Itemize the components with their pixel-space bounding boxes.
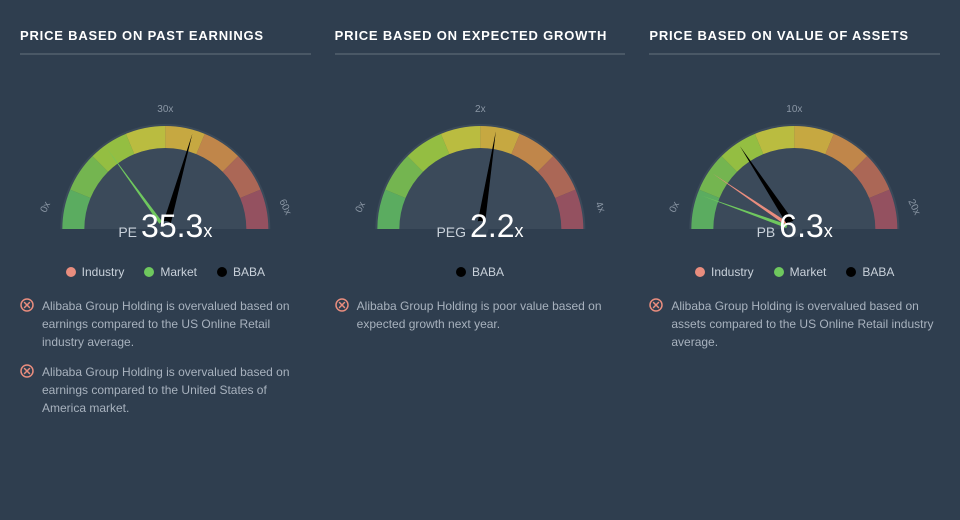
dashboard: PRICE BASED ON PAST EARNINGS 0x30x60x PE… (0, 0, 960, 445)
legend-dot-icon (846, 267, 856, 277)
svg-text:30x: 30x (157, 104, 173, 115)
legend-label: BABA (472, 265, 504, 279)
legend-item: BABA (456, 265, 504, 279)
legend-item: Market (774, 265, 827, 279)
panel-title: PRICE BASED ON PAST EARNINGS (20, 28, 311, 55)
notes-list: Alibaba Group Holding is overvalued base… (649, 297, 940, 351)
gauge-readout: PE35.3x (20, 208, 311, 245)
gauge: 0x30x60x PE35.3x (20, 79, 311, 259)
legend: Industry Market BABA (20, 265, 311, 279)
legend-item: BABA (217, 265, 265, 279)
valuation-panel: PRICE BASED ON VALUE OF ASSETS 0x10x20x … (649, 28, 940, 417)
metric-label: PEG (436, 224, 466, 240)
valuation-note: Alibaba Group Holding is overvalued base… (20, 363, 311, 417)
legend-label: BABA (233, 265, 265, 279)
note-text: Alibaba Group Holding is overvalued base… (42, 363, 311, 417)
metric-value: 35.3 (141, 208, 203, 244)
metric-label: PE (118, 224, 137, 240)
legend-item: BABA (846, 265, 894, 279)
note-text: Alibaba Group Holding is overvalued base… (671, 297, 940, 351)
metric-suffix: x (515, 221, 524, 241)
legend-dot-icon (456, 267, 466, 277)
legend-item: Market (144, 265, 197, 279)
legend-dot-icon (695, 267, 705, 277)
metric-suffix: x (203, 221, 212, 241)
svg-text:10x: 10x (787, 104, 803, 115)
legend-item: Industry (66, 265, 125, 279)
valuation-note: Alibaba Group Holding is poor value base… (335, 297, 626, 333)
legend: Industry Market BABA (649, 265, 940, 279)
notes-list: Alibaba Group Holding is poor value base… (335, 297, 626, 333)
negative-icon (335, 298, 349, 312)
valuation-panel: PRICE BASED ON EXPECTED GROWTH 0x2x4x PE… (335, 28, 626, 417)
valuation-note: Alibaba Group Holding is overvalued base… (649, 297, 940, 351)
negative-icon (20, 364, 34, 378)
legend: BABA (335, 265, 626, 279)
panel-title: PRICE BASED ON VALUE OF ASSETS (649, 28, 940, 55)
note-text: Alibaba Group Holding is poor value base… (357, 297, 626, 333)
legend-dot-icon (217, 267, 227, 277)
legend-label: Market (160, 265, 197, 279)
negative-icon (20, 298, 34, 312)
negative-icon (649, 298, 663, 312)
legend-dot-icon (66, 267, 76, 277)
legend-label: Industry (711, 265, 754, 279)
metric-suffix: x (824, 221, 833, 241)
legend-item: Industry (695, 265, 754, 279)
metric-value: 6.3 (779, 208, 823, 244)
gauge: 0x2x4x PEG2.2x (335, 79, 626, 259)
svg-text:2x: 2x (475, 104, 486, 115)
legend-label: BABA (862, 265, 894, 279)
gauge-readout: PEG2.2x (335, 208, 626, 245)
gauge-readout: PB6.3x (649, 208, 940, 245)
legend-label: Market (790, 265, 827, 279)
note-text: Alibaba Group Holding is overvalued base… (42, 297, 311, 351)
panel-title: PRICE BASED ON EXPECTED GROWTH (335, 28, 626, 55)
valuation-panel: PRICE BASED ON PAST EARNINGS 0x30x60x PE… (20, 28, 311, 417)
legend-dot-icon (144, 267, 154, 277)
metric-label: PB (757, 224, 776, 240)
legend-dot-icon (774, 267, 784, 277)
gauge: 0x10x20x PB6.3x (649, 79, 940, 259)
valuation-note: Alibaba Group Holding is overvalued base… (20, 297, 311, 351)
metric-value: 2.2 (470, 208, 514, 244)
legend-label: Industry (82, 265, 125, 279)
notes-list: Alibaba Group Holding is overvalued base… (20, 297, 311, 417)
